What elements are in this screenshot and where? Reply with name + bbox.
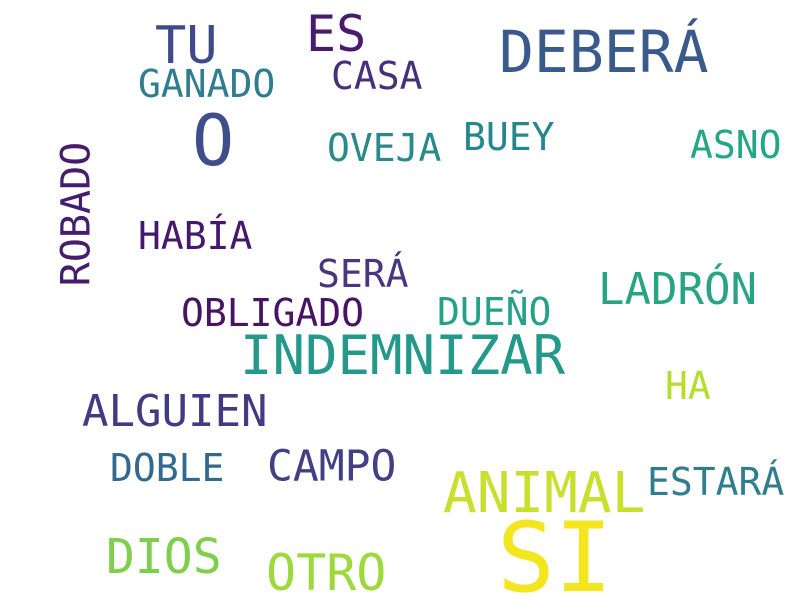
- word-campo: CAMPO: [267, 441, 397, 492]
- word-ladron: LADRÓN: [598, 264, 757, 315]
- word-ganado: GANADO: [138, 62, 276, 106]
- word-habia: HABÍA: [138, 214, 253, 258]
- word-sera: SERÁ: [317, 252, 409, 296]
- word-estara: ESTARÁ: [647, 460, 785, 504]
- word-o: O: [192, 100, 235, 182]
- word-otro: OTRO: [266, 544, 387, 602]
- word-buey: BUEY: [463, 115, 555, 159]
- word-cloud: SI INDEMNIZAR DEBERÁ O ANIMAL TU ES DIOS…: [52, 5, 785, 606]
- word-debera: DEBERÁ: [499, 18, 709, 86]
- word-dueno: DUEÑO: [437, 290, 552, 334]
- word-oveja: OVEJA: [327, 126, 442, 170]
- word-casa: CASA: [331, 54, 423, 98]
- word-animal: ANIMAL: [443, 461, 646, 526]
- word-tu: TU: [155, 16, 218, 76]
- word-ha: HA: [665, 364, 711, 408]
- word-es: ES: [306, 5, 367, 63]
- word-obligado: OBLIGADO: [181, 291, 365, 335]
- word-dios: DIOS: [106, 529, 222, 585]
- word-robado: ROBADO: [52, 141, 99, 287]
- word-alguien: ALGUIEN: [82, 386, 268, 437]
- word-doble: DOBLE: [110, 446, 225, 490]
- word-asno: ASNO: [690, 123, 782, 167]
- word-si: SI: [497, 502, 613, 614]
- word-indemnizar: INDEMNIZAR: [240, 324, 566, 387]
